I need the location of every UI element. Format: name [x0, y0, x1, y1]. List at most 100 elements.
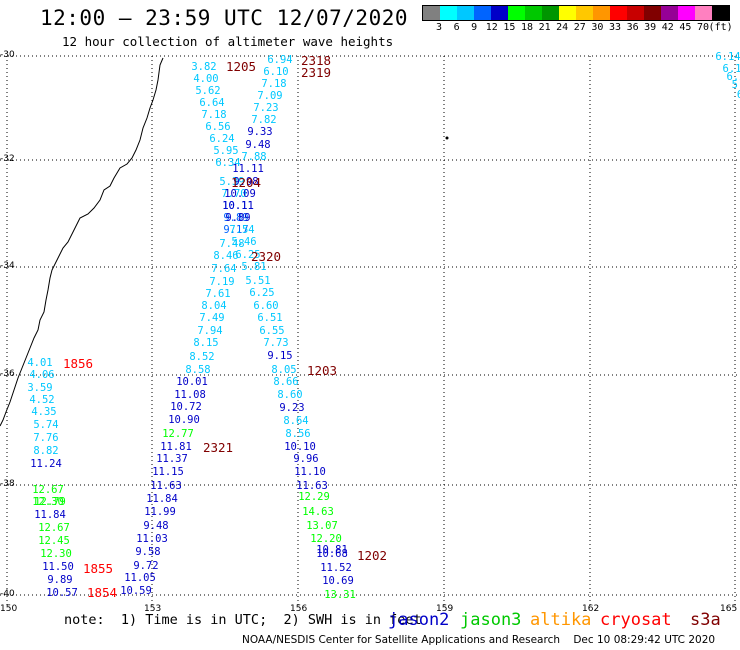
wave-height-value: 11.84 [34, 509, 66, 521]
pass-time-label: 2318 [301, 53, 331, 68]
map-title: 12:00 – 23:59 UTC 12/07/2020 [40, 6, 409, 30]
scale-swatch [474, 6, 491, 20]
credit-line: NOAA/NESDIS Center for Satellite Applica… [242, 634, 716, 646]
wave-height-value: 8.05 [271, 364, 296, 376]
wave-height-value: 5.62 [195, 85, 220, 97]
wave-height-value: 6.1 [723, 63, 740, 75]
wave-height-value: 14.63 [302, 506, 334, 518]
wave-height-value: 9.89 [223, 212, 248, 224]
pass-time-label: 2320 [251, 249, 281, 264]
lat-label: -32 [0, 154, 15, 164]
wave-height-value: 5.39 [219, 176, 244, 188]
scale-label: 33 [608, 22, 622, 33]
wave-height-value: 9.48 [143, 520, 168, 532]
pass-time-label: 2321 [203, 440, 233, 455]
wave-height-value: 7.19 [209, 276, 234, 288]
lon-label: 162 [582, 604, 600, 614]
wave-height-value: 11.84 [146, 493, 178, 505]
wave-height-value: 3.59 [27, 382, 52, 394]
pass-time-label: 1204 [231, 175, 261, 190]
scale-label: (ft) [708, 22, 733, 33]
lat-lon-grid [0, 55, 740, 605]
wave-height-value: 11.08 [174, 389, 206, 401]
wave-height-value: 11.99 [144, 506, 176, 518]
wave-height-value: 7.09 [257, 90, 282, 102]
scale-label: 21 [538, 22, 551, 33]
wave-height-value: 5. [732, 79, 740, 91]
scale-label: 6 [453, 22, 460, 33]
wave-height-value: 5.74 [33, 419, 58, 431]
wave-height-value: 9.15 [267, 350, 292, 362]
wave-height-value: 8.04 [201, 300, 226, 312]
scale-label: 70 [696, 22, 710, 33]
legend-s3a: s3a [690, 610, 721, 630]
wave-height-value: 12.67 [32, 484, 64, 496]
wave-height-value: 11.52 [320, 562, 352, 574]
wave-height-value: 7.64 [211, 263, 236, 275]
wave-height-value: 8.64 [283, 415, 308, 427]
wave-height-value: 6.14 [715, 51, 740, 63]
wave-height-value: 9.58 [135, 546, 160, 558]
wave-height-value: 12.29 [298, 491, 330, 503]
scale-label: 9 [471, 22, 478, 33]
wave-height-value: 7.48 [219, 238, 244, 250]
wave-height-value: 10.81 [316, 544, 348, 556]
scale-label: 36 [626, 22, 639, 33]
legend-cryosat: cryosat [600, 610, 672, 630]
lon-label: 150 [0, 604, 18, 614]
wave-height-value: 10.10 [284, 441, 316, 453]
coastline [0, 57, 164, 427]
scale-swatch [610, 6, 627, 20]
lat-label: -34 [0, 261, 15, 271]
scale-swatch [576, 6, 593, 20]
legend-jason3: jason3 [460, 610, 522, 630]
wave-height-value: 7.61 [205, 288, 230, 300]
color-scale-bar [422, 5, 730, 21]
lon-label: 153 [144, 604, 162, 614]
wave-height-value: 11.03 [136, 533, 168, 545]
scale-label: 15 [503, 22, 516, 33]
pass-time-label: 1856 [63, 356, 93, 371]
lat-label: -38 [0, 479, 15, 489]
scale-swatch [593, 6, 610, 20]
wave-height-value: 13.07 [306, 520, 338, 532]
wave-height-value: 11.50 [42, 561, 74, 573]
wave-height-value: 10.01 [176, 376, 208, 388]
wave-height-value: 6.55 [259, 325, 284, 337]
wave-height-value: 12.79 [34, 496, 66, 508]
scale-swatch [627, 6, 644, 20]
scale-label: 45 [679, 22, 692, 33]
wave-height-value: 7.54 [229, 224, 254, 236]
wave-height-value: 6 [737, 89, 740, 101]
scale-label: 12 [485, 22, 498, 33]
wave-height-value: 7.76 [33, 432, 58, 444]
pass-time-label: 1202 [357, 548, 387, 563]
wave-height-value: 8.82 [33, 445, 58, 457]
wave-height-value: 9.33 [247, 126, 272, 138]
wave-height-value: 11.05 [124, 572, 156, 584]
wave-height-value: 7.73 [263, 337, 288, 349]
wave-height-value: 11.15 [152, 466, 184, 478]
pass-time-label: 1205 [226, 59, 256, 74]
scale-swatch [695, 6, 712, 20]
wave-height-value: 12.67 [38, 522, 70, 534]
wave-height-value: 3.82 [191, 61, 216, 73]
scale-swatch [508, 6, 525, 20]
scale-swatch [491, 6, 508, 20]
altimeter-tracks: 3.824.005.626.647.186.566.245.956.345.39… [27, 51, 740, 601]
wave-height-value: 4.01 [27, 357, 52, 369]
wave-height-value: 10.90 [168, 414, 200, 426]
wave-height-value: 7.49 [199, 312, 224, 324]
lat-label: -40 [0, 589, 15, 599]
wave-height-value: 6.64 [199, 97, 224, 109]
scale-swatch [661, 6, 678, 20]
legend-jason2: jason2 [388, 610, 450, 630]
wave-height-value: 12.30 [32, 496, 64, 508]
wave-height-value: 7.70 [221, 188, 246, 200]
wave-height-value: 11.10 [294, 466, 326, 478]
pass-time-label: 1855 [83, 561, 113, 576]
wave-height-value: 4.35 [31, 406, 56, 418]
scale-label: 30 [591, 22, 604, 33]
scale-label: 3 [435, 22, 443, 33]
